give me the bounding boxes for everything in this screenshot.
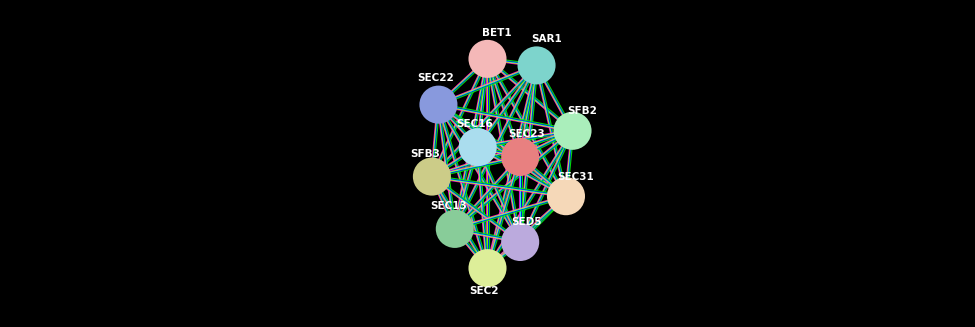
Text: SFB2: SFB2: [567, 106, 598, 116]
Text: SEC16: SEC16: [456, 119, 492, 129]
Circle shape: [437, 211, 473, 247]
Circle shape: [470, 41, 505, 77]
Circle shape: [555, 113, 591, 149]
Text: SED5: SED5: [512, 217, 542, 227]
Text: SAR1: SAR1: [531, 34, 562, 44]
Text: BET1: BET1: [483, 28, 512, 38]
Circle shape: [459, 129, 495, 165]
Text: SEC2: SEC2: [470, 286, 499, 296]
Text: SFB3: SFB3: [410, 149, 441, 159]
Text: SEC22: SEC22: [416, 74, 453, 83]
Circle shape: [414, 159, 449, 195]
Circle shape: [519, 47, 555, 83]
Text: SEC23: SEC23: [508, 129, 545, 139]
Circle shape: [470, 250, 505, 286]
Circle shape: [502, 224, 538, 260]
Circle shape: [548, 178, 584, 214]
Circle shape: [502, 139, 538, 175]
Text: SEC31: SEC31: [558, 172, 594, 181]
Circle shape: [420, 87, 456, 123]
Text: SEC13: SEC13: [430, 201, 467, 211]
